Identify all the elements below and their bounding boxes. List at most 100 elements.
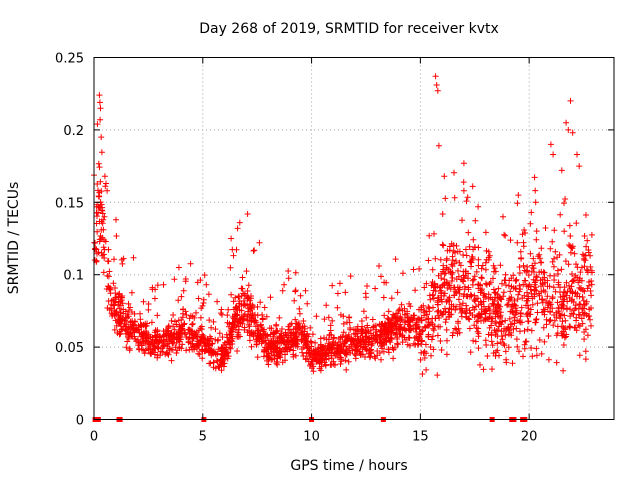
data-point: [309, 358, 316, 365]
data-point: [432, 288, 439, 295]
data-point: [155, 345, 162, 352]
data-point: [563, 279, 570, 286]
data-point: [429, 292, 436, 299]
data-point: [335, 344, 342, 350]
data-point: [520, 262, 527, 269]
data-point: [546, 299, 553, 306]
data-point: [443, 351, 450, 358]
outlier-point: [500, 213, 506, 220]
outlier-point: [234, 225, 241, 232]
data-point: [392, 256, 399, 263]
data-point: [456, 248, 463, 255]
data-point: [564, 288, 571, 295]
data-point: [370, 324, 376, 331]
data-point: [223, 344, 230, 351]
data-point: [448, 301, 455, 308]
data-point: [316, 365, 323, 372]
data-point: [532, 284, 539, 291]
data-point: [148, 350, 155, 357]
outlier-point: [336, 280, 343, 287]
data-point: [171, 326, 178, 333]
data-point: [267, 340, 274, 347]
data-point: [579, 251, 586, 258]
data-point: [455, 286, 462, 293]
data-point: [337, 339, 344, 345]
data-point: [392, 315, 399, 322]
data-point: [325, 350, 332, 357]
data-point: [342, 357, 349, 364]
data-point: [542, 225, 549, 231]
data-point: [244, 317, 251, 324]
data-point: [450, 329, 457, 336]
data-point: [578, 264, 585, 271]
data-point: [231, 321, 238, 328]
data-point: [470, 276, 477, 283]
outlier-point: [228, 235, 235, 242]
data-point: [482, 259, 489, 266]
data-point: [569, 271, 575, 277]
data-point: [281, 281, 288, 288]
data-point: [93, 257, 100, 264]
data-point: [446, 305, 453, 312]
data-point: [567, 249, 574, 256]
data-point: [366, 338, 373, 345]
data-point: [561, 200, 567, 207]
data-point: [519, 319, 525, 326]
data-point: [560, 367, 567, 374]
data-point: [561, 312, 568, 319]
data-point: [378, 340, 385, 347]
data-point: [143, 332, 150, 339]
data-point: [189, 320, 196, 327]
data-point: [449, 269, 456, 276]
data-point: [228, 291, 235, 298]
data-point: [455, 296, 462, 303]
data-point: [165, 327, 172, 334]
data-point: [443, 257, 450, 264]
data-point: [363, 314, 370, 321]
data-point: [343, 336, 350, 343]
data-point: [358, 318, 365, 324]
data-point: [120, 255, 127, 262]
data-point: [428, 319, 435, 326]
data-point: [465, 315, 472, 322]
data-point: [322, 351, 329, 358]
data-point: [339, 334, 346, 341]
data-point: [132, 318, 139, 325]
data-point: [160, 281, 167, 288]
data-point: [550, 284, 557, 291]
data-point: [332, 361, 338, 368]
data-point: [395, 325, 402, 332]
data-point: [357, 343, 364, 350]
data-point: [119, 260, 126, 267]
data-point: [473, 268, 480, 275]
data-point: [497, 339, 504, 346]
data-point: [164, 350, 171, 357]
data-point: [419, 371, 426, 377]
data-point: [224, 312, 231, 319]
data-point: [273, 321, 280, 328]
data-point: [97, 204, 104, 211]
data-point: [471, 314, 478, 321]
data-point: [469, 254, 476, 260]
data-point: [406, 334, 413, 341]
data-point: [122, 323, 129, 330]
data-point: [129, 324, 136, 331]
data-point: [244, 288, 251, 294]
data-point: [455, 273, 462, 280]
data-point: [564, 305, 570, 312]
data-point: [201, 272, 208, 279]
y-tick-label: 0.15: [55, 196, 84, 211]
data-point: [478, 299, 485, 306]
data-point: [292, 316, 299, 323]
data-point: [263, 346, 270, 353]
data-point: [302, 356, 309, 363]
data-point: [259, 311, 266, 318]
x-tick-label: 20: [521, 430, 538, 445]
data-point: [378, 356, 384, 363]
data-point: [381, 312, 388, 319]
data-point: [516, 318, 523, 325]
data-point: [460, 268, 467, 275]
data-point: [340, 320, 347, 327]
data-point: [178, 293, 185, 300]
data-point: [434, 308, 441, 315]
